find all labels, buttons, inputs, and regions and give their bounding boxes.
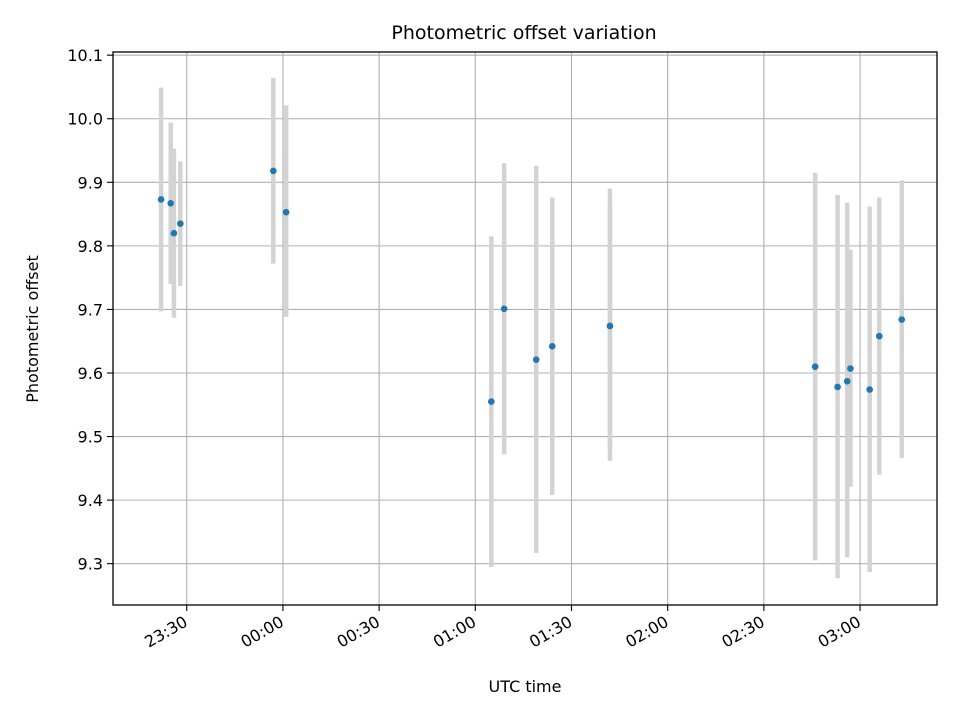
data-point — [532, 356, 540, 363]
chart-title: Photometric offset variation — [391, 22, 656, 44]
y-tick-label: 9.8 — [78, 237, 103, 256]
y-tick-label: 9.3 — [78, 555, 103, 574]
data-point — [177, 220, 184, 227]
y-tick-label: 9.6 — [78, 364, 103, 383]
data-point — [875, 332, 883, 340]
data-point — [606, 322, 614, 330]
y-tick-label: 9.4 — [78, 491, 103, 510]
y-tick-label: 9.7 — [78, 300, 103, 319]
data-point — [898, 316, 906, 323]
grid — [113, 52, 937, 605]
data-point — [847, 365, 854, 372]
x-tick-label: 00:00 — [237, 612, 286, 652]
data-point — [548, 342, 556, 350]
data-point — [282, 208, 290, 216]
x-tick-label: 23:30 — [141, 612, 190, 652]
data-point — [843, 377, 851, 385]
plot-frame — [112, 51, 938, 606]
x-axis-ticks: 23:30 00:00 00:30 01:00 01:30 02:00 02:30 03:00 — [141, 605, 864, 652]
y-tick-label: 9.5 — [78, 428, 103, 447]
y-tick-label: 10.0 — [67, 110, 103, 129]
data-point — [488, 398, 495, 405]
data-point — [157, 196, 165, 203]
data-point — [170, 229, 178, 237]
data-point — [167, 199, 175, 207]
x-tick-label: 02:30 — [718, 612, 767, 652]
data-point — [834, 383, 841, 391]
x-tick-label: 01:30 — [526, 612, 575, 652]
y-axis-title: Photometric offset — [23, 255, 42, 403]
y-axis-ticks: 9.3 9.4 9.5 9.6 9.7 9.8 9.9 10.0 10.1 — [67, 46, 113, 574]
errorbars — [158, 78, 904, 579]
data-point — [270, 167, 277, 175]
data-point — [811, 363, 819, 370]
x-tick-label: 02:00 — [622, 612, 671, 652]
x-axis-title: UTC time — [489, 677, 562, 696]
x-tick-label: 01:00 — [430, 612, 479, 652]
y-tick-label: 9.9 — [78, 173, 103, 192]
markers — [157, 167, 906, 405]
data-point — [500, 305, 508, 313]
x-tick-label: 03:00 — [815, 612, 864, 652]
x-tick-label: 00:30 — [334, 612, 383, 652]
data-point — [866, 386, 873, 393]
y-tick-label: 10.1 — [67, 46, 103, 65]
